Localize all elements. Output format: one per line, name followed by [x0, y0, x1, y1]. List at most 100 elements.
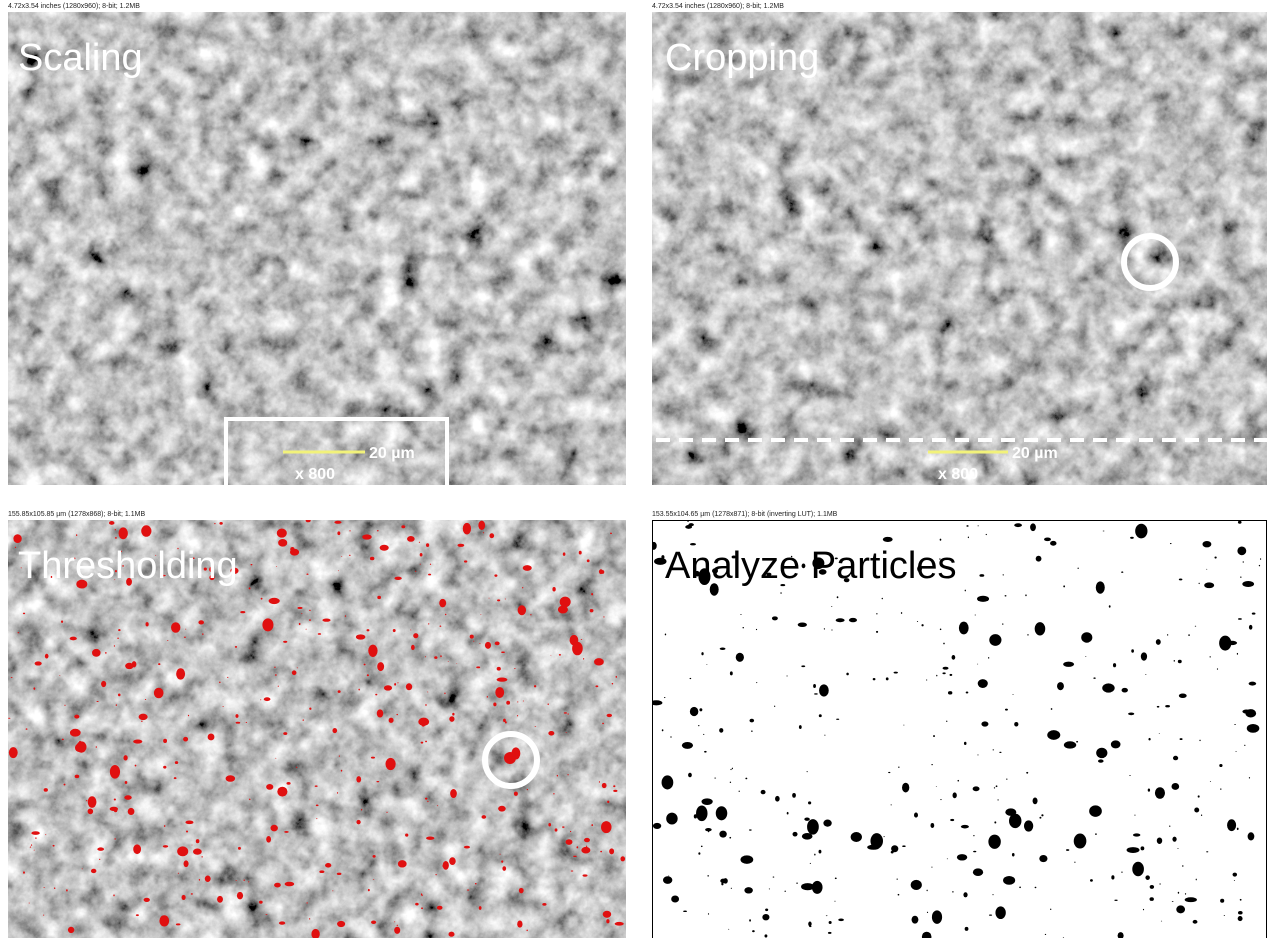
particle — [989, 634, 1001, 646]
particle — [740, 855, 753, 864]
red-spot — [488, 598, 489, 599]
red-spot — [434, 656, 437, 659]
particle — [837, 596, 839, 598]
red-spot — [251, 564, 253, 565]
particle — [873, 678, 876, 680]
particle — [932, 910, 942, 924]
red-spot — [600, 851, 602, 853]
particle — [1096, 581, 1105, 593]
red-spot — [393, 629, 396, 632]
particle — [792, 793, 796, 798]
particle — [1148, 788, 1150, 791]
red-spot — [590, 609, 594, 612]
red-spot — [158, 663, 160, 665]
red-spot — [443, 861, 449, 870]
red-spot — [264, 697, 271, 701]
red-spot — [502, 866, 506, 871]
particle — [1132, 862, 1144, 877]
particle — [1224, 915, 1225, 916]
red-spot — [186, 831, 188, 833]
particle — [1243, 561, 1244, 562]
particle — [1003, 876, 1015, 885]
particle — [1041, 814, 1043, 816]
red-spot — [620, 856, 625, 861]
particle — [1198, 795, 1200, 797]
red-spot — [226, 775, 235, 782]
particle — [698, 852, 700, 855]
particle — [1064, 741, 1076, 748]
particle — [773, 877, 775, 878]
particle — [823, 820, 831, 827]
particle — [1143, 909, 1144, 910]
particle — [1111, 740, 1121, 748]
red-spot — [125, 781, 128, 784]
red-spot — [309, 610, 311, 611]
red-spot — [118, 629, 120, 631]
red-spot — [478, 521, 485, 530]
red-spot — [240, 611, 245, 613]
red-spot — [560, 597, 571, 608]
particle — [1173, 756, 1178, 760]
red-spot — [309, 708, 311, 710]
particle — [719, 831, 726, 838]
particle — [799, 725, 802, 729]
red-spot — [43, 915, 44, 916]
particle — [653, 823, 661, 829]
particle — [1012, 694, 1013, 695]
red-spot — [613, 790, 617, 792]
particle — [931, 764, 932, 765]
red-spot — [595, 685, 598, 687]
particle — [927, 912, 928, 913]
red-spot — [380, 545, 389, 551]
particle — [1014, 722, 1018, 727]
particle — [699, 708, 702, 711]
red-spot — [449, 857, 456, 865]
red-spot — [271, 825, 278, 832]
particle — [886, 677, 889, 680]
panel-label: Scaling — [18, 37, 143, 79]
red-spot — [114, 807, 118, 812]
red-spot — [397, 925, 398, 926]
red-spot — [449, 932, 455, 937]
red-spot — [114, 799, 116, 801]
red-spot — [59, 675, 60, 676]
red-spot — [205, 876, 211, 882]
red-spot — [101, 681, 106, 687]
particle — [1027, 634, 1028, 636]
particle — [912, 916, 919, 924]
red-spot — [70, 637, 77, 641]
red-spot — [110, 765, 120, 779]
particle — [749, 829, 752, 830]
red-spot — [309, 918, 310, 919]
red-spot — [235, 646, 237, 648]
red-spot — [167, 640, 168, 641]
red-spot — [174, 777, 177, 779]
red-spot — [519, 888, 524, 893]
particle — [666, 813, 677, 825]
particle — [1178, 660, 1182, 663]
particle — [1063, 662, 1074, 667]
red-spot — [384, 685, 392, 690]
particle — [891, 851, 894, 854]
red-spot — [248, 881, 249, 882]
red-spot — [338, 690, 341, 693]
red-spot — [185, 629, 186, 630]
red-spot — [191, 845, 192, 846]
red-spot — [76, 534, 77, 536]
particle — [756, 629, 757, 630]
particle — [824, 628, 825, 629]
red-spot — [86, 800, 87, 801]
image-info: 155.85x105.85 µm (1278x868); 8-bit; 1.1M… — [8, 511, 145, 518]
red-spot — [249, 587, 251, 589]
red-spot — [407, 536, 415, 542]
particle — [714, 778, 716, 779]
particle — [936, 675, 937, 677]
particle — [1240, 899, 1242, 901]
particle — [1249, 777, 1250, 778]
particle — [1134, 815, 1135, 816]
red-spot — [425, 704, 427, 706]
red-spot — [306, 902, 307, 903]
red-spot — [504, 752, 516, 764]
particle — [1111, 875, 1114, 879]
particle — [948, 691, 952, 694]
